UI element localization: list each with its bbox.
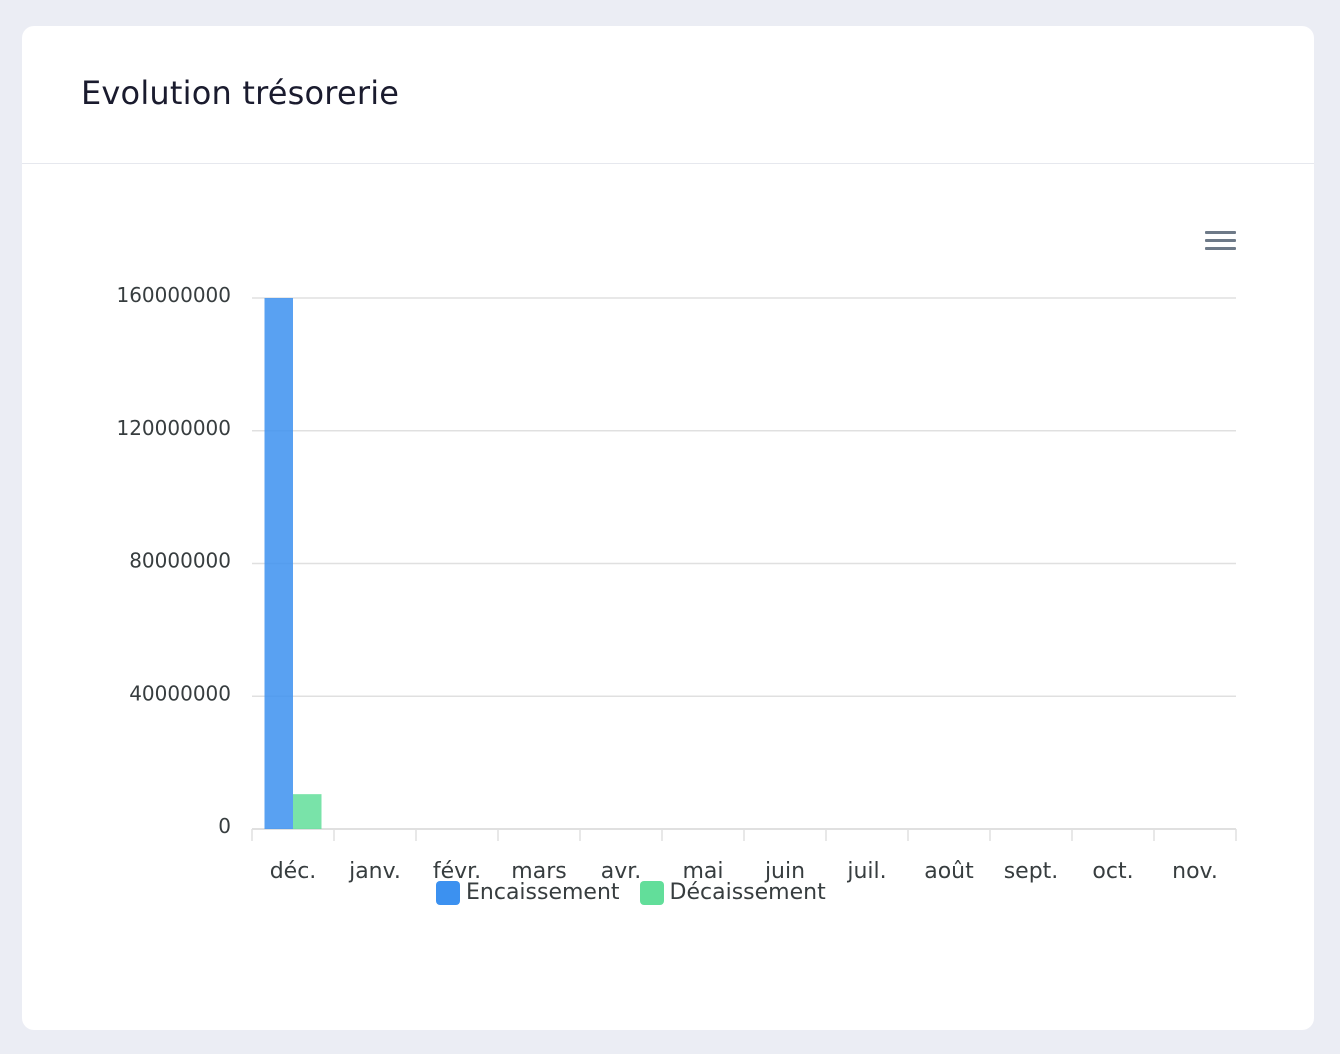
- x-tick-label: août: [924, 859, 974, 884]
- x-tick-label: janv.: [348, 859, 401, 884]
- x-tick-label: nov.: [1172, 859, 1218, 884]
- legend-swatch-decaissement: [639, 880, 664, 905]
- y-tick-label: 80000000: [129, 549, 231, 573]
- legend-swatch-encaissement: [436, 880, 460, 905]
- card-header: Evolution trésorerie: [22, 26, 1314, 164]
- x-tick-label: avr.: [601, 859, 642, 884]
- legend-item-decaissement[interactable]: Décaissement: [639, 880, 826, 905]
- hamburger-menu-icon[interactable]: [1202, 226, 1238, 256]
- y-tick-label: 40000000: [129, 681, 231, 705]
- y-tick-label: 160000000: [116, 283, 231, 307]
- y-tick-label: 120000000: [116, 416, 231, 440]
- legend-item-encaissement[interactable]: Encaissement: [436, 880, 620, 905]
- x-tick-label: sept.: [1004, 859, 1059, 884]
- legend-label-decaissement: Décaissement: [669, 880, 826, 905]
- legend-label-encaissement: Encaissement: [466, 880, 620, 905]
- bar-encaissement-0[interactable]: [264, 298, 294, 829]
- x-tick-label: déc.: [270, 859, 317, 884]
- x-tick-label: mars: [511, 859, 566, 884]
- card-title: Evolution trésorerie: [81, 74, 400, 112]
- y-tick-label: 0: [218, 814, 231, 838]
- x-tick-label: juin: [764, 859, 805, 884]
- x-tick-label: févr.: [433, 859, 481, 884]
- bar-decaissement-0[interactable]: [293, 794, 322, 829]
- chart-legend: Encaissement Décaissement: [436, 880, 826, 905]
- x-tick-label: juil.: [846, 859, 886, 884]
- x-tick-label: mai: [682, 859, 723, 884]
- x-tick-label: oct.: [1092, 859, 1133, 884]
- treasury-card: Evolution trésorerie: [22, 26, 1314, 1030]
